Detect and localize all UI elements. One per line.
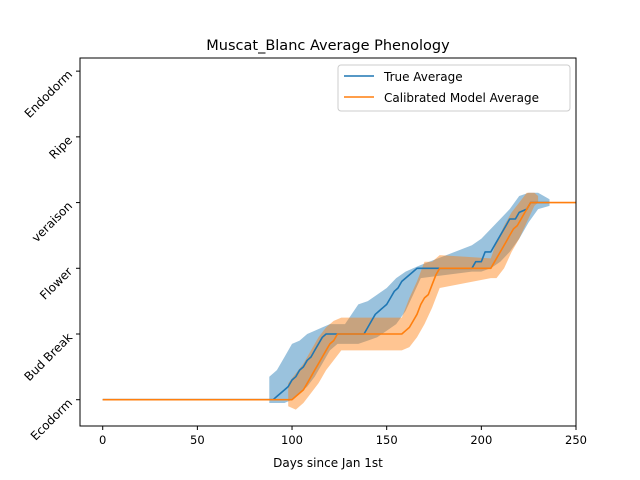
true-average-band: [269, 192, 550, 403]
plot-area: [102, 192, 576, 410]
x-tick-label: 50: [190, 433, 205, 447]
x-tick-label: 200: [470, 433, 492, 447]
legend: True Average Calibrated Model Average: [337, 64, 571, 112]
true-average-line: [102, 201, 550, 401]
legend-label-true-average: True Average: [383, 70, 463, 84]
x-tick-label: 0: [99, 433, 106, 447]
x-axis: 0 50 100 150 200 250: [99, 426, 587, 447]
calibrated-model-average-line: [102, 201, 576, 401]
legend-box: [337, 64, 571, 112]
chart-title: Muscat_Blanc Average Phenology: [206, 38, 450, 54]
x-tick-label: 250: [565, 433, 587, 447]
x-tick-label: 100: [281, 433, 303, 447]
axes-frame: [79, 57, 577, 427]
series-lines: [102, 201, 576, 401]
confidence-bands: [269, 192, 550, 410]
x-axis-label: Days since Jan 1st: [273, 456, 383, 470]
legend-label-calibrated-model-average: Calibrated Model Average: [384, 91, 539, 105]
calibrated-model-average-band: [288, 192, 539, 410]
x-tick-label: 150: [376, 433, 398, 447]
